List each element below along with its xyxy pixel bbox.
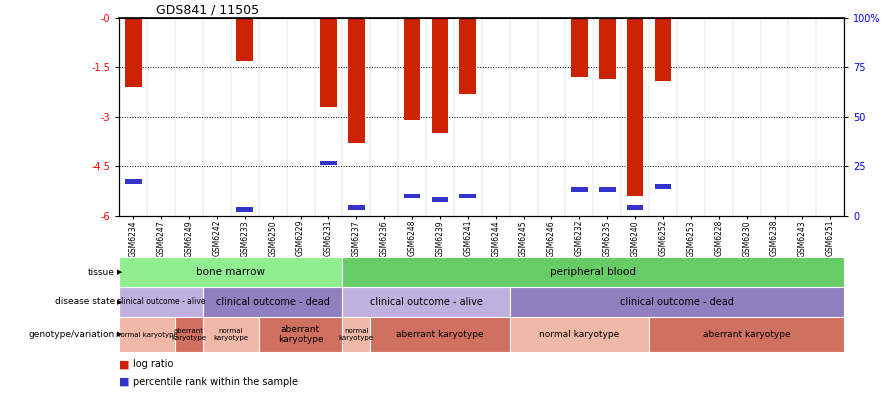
Bar <box>627 18 644 196</box>
Bar <box>655 184 671 188</box>
Bar <box>404 18 421 120</box>
Text: aberrant
karyotype: aberrant karyotype <box>278 325 324 344</box>
Bar <box>342 257 844 287</box>
Text: tissue: tissue <box>88 268 115 277</box>
Text: bone marrow: bone marrow <box>196 267 265 277</box>
Text: peripheral blood: peripheral blood <box>551 267 636 277</box>
Text: log ratio: log ratio <box>133 359 174 369</box>
Text: aberrant
karyotype: aberrant karyotype <box>171 328 207 341</box>
Text: aberrant karyotype: aberrant karyotype <box>703 330 790 339</box>
Text: percentile rank within the sample: percentile rank within the sample <box>133 377 299 387</box>
Text: disease state: disease state <box>55 297 115 307</box>
Bar <box>125 18 141 87</box>
Text: clinical outcome - dead: clinical outcome - dead <box>620 297 734 307</box>
Bar <box>342 317 370 352</box>
Bar <box>649 317 844 352</box>
Text: aberrant karyotype: aberrant karyotype <box>396 330 484 339</box>
Bar <box>236 207 253 212</box>
Bar <box>460 18 476 94</box>
Text: ▶: ▶ <box>117 269 122 275</box>
Bar <box>404 194 421 198</box>
Bar <box>119 287 203 317</box>
Bar <box>598 187 615 192</box>
Text: ▶: ▶ <box>117 299 122 305</box>
Bar <box>627 205 644 210</box>
Bar <box>320 18 337 107</box>
Text: ▶: ▶ <box>117 331 122 338</box>
Text: clinical outcome - dead: clinical outcome - dead <box>216 297 330 307</box>
Bar <box>370 317 510 352</box>
Bar <box>342 287 510 317</box>
Text: normal karyotype: normal karyotype <box>539 330 620 339</box>
Bar <box>460 194 476 198</box>
Bar <box>598 18 615 79</box>
Text: normal
karyotype: normal karyotype <box>339 328 374 341</box>
Bar <box>125 179 141 184</box>
Bar <box>431 197 448 202</box>
Bar <box>510 287 844 317</box>
Bar <box>119 257 342 287</box>
Text: GDS841 / 11505: GDS841 / 11505 <box>156 4 259 17</box>
Bar <box>431 18 448 133</box>
Bar <box>655 18 671 80</box>
Text: clinical outcome - alive: clinical outcome - alive <box>370 297 483 307</box>
Bar <box>259 317 342 352</box>
Bar <box>571 18 588 77</box>
Bar <box>348 18 365 143</box>
Text: normal karyotype: normal karyotype <box>117 331 178 338</box>
Bar <box>119 317 175 352</box>
Bar <box>348 205 365 210</box>
Bar <box>510 317 649 352</box>
Bar <box>203 317 259 352</box>
Text: ■: ■ <box>119 377 130 387</box>
Text: clinical outcome - alive: clinical outcome - alive <box>117 297 205 307</box>
Bar <box>236 18 253 61</box>
Bar <box>320 160 337 166</box>
Text: genotype/variation: genotype/variation <box>28 330 115 339</box>
Bar <box>571 187 588 192</box>
Text: normal
karyotype: normal karyotype <box>213 328 248 341</box>
Text: ■: ■ <box>119 359 130 369</box>
Bar <box>203 287 342 317</box>
Bar <box>175 317 203 352</box>
